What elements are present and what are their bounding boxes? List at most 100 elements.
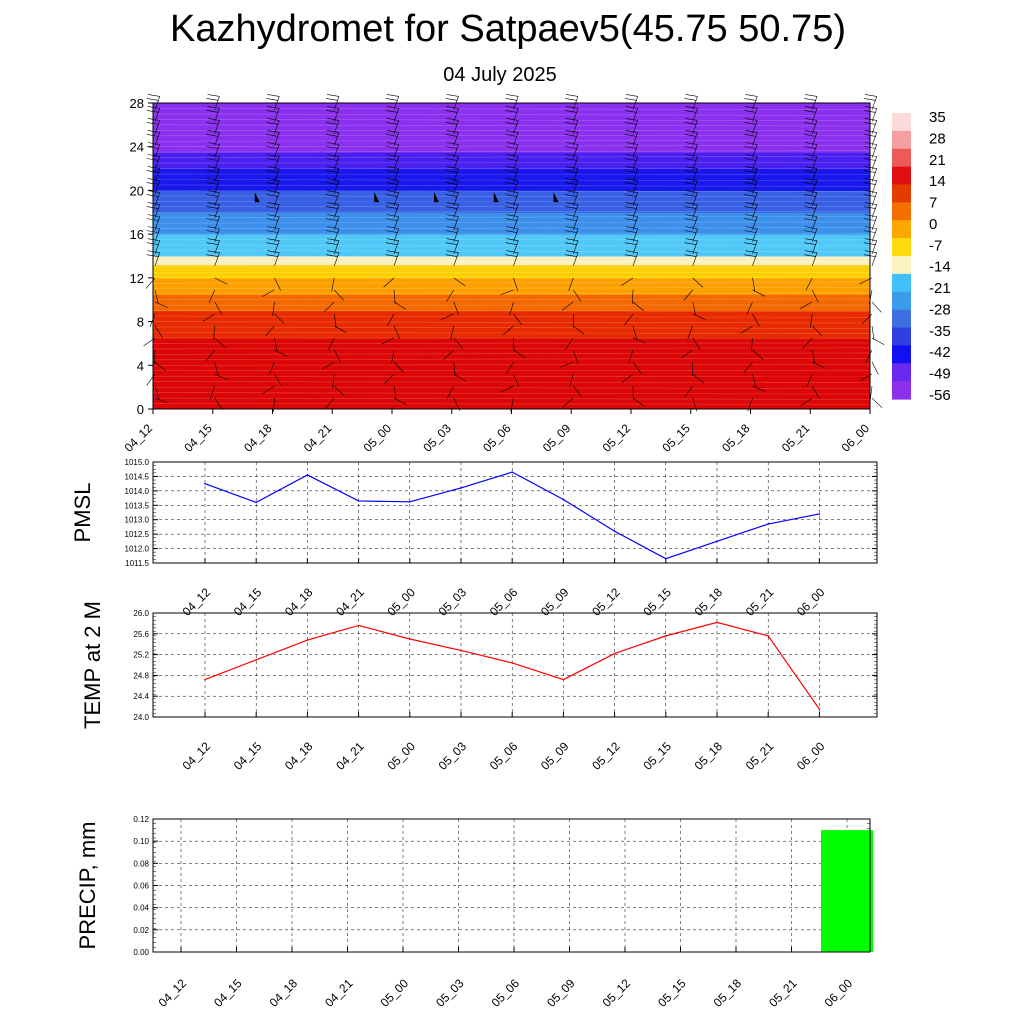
wind-barb [632, 337, 647, 344]
wind-pennant [434, 192, 439, 203]
wind-barb [443, 349, 454, 360]
colorbar-swatch [892, 363, 911, 382]
wind-barb [564, 178, 579, 194]
x-tick-label: 05_06 [489, 976, 523, 1010]
colorbar-swatch [892, 220, 911, 239]
data-point [204, 678, 206, 681]
contour-line [152, 266, 871, 268]
wind-barb [573, 289, 582, 302]
wind-barb [692, 337, 701, 350]
wind-barb [209, 385, 216, 400]
wind-barb [752, 313, 760, 327]
wind-barb [333, 313, 337, 328]
wind-barb [445, 190, 459, 206]
x-tick-label: 05_21 [743, 585, 777, 619]
wind-barb [206, 178, 220, 194]
wind-barb [869, 386, 873, 400]
data-point [562, 678, 565, 681]
wind-barb [744, 178, 758, 194]
wind-barb [206, 226, 220, 242]
x-tick-label: 05_18 [711, 976, 745, 1010]
wind-barb [266, 250, 280, 266]
wind-barb [384, 373, 395, 385]
wind-barb [632, 361, 642, 374]
y-tick-label: 24.0 [133, 713, 149, 722]
wind-barb [266, 190, 280, 206]
wind-barb [624, 202, 639, 218]
data-point [665, 635, 667, 637]
wind-barb [564, 118, 579, 134]
wind-barb [752, 373, 757, 388]
contour-line [152, 315, 871, 318]
colorbar-swatch [892, 291, 911, 311]
contour-line [152, 140, 871, 142]
wind-barb [453, 277, 466, 287]
wind-barb [274, 313, 285, 325]
wind-barb [445, 130, 459, 146]
x-tick-label: 04_18 [282, 585, 316, 619]
wind-barb [684, 202, 698, 218]
temperature-band [153, 294, 870, 312]
x-tick-label: 05_12 [589, 585, 623, 619]
wind-barb [621, 373, 634, 383]
wind-barb [453, 301, 460, 316]
wind-barb [266, 118, 280, 134]
wind-barb [812, 361, 825, 369]
wind-barb [573, 325, 585, 335]
wind-barb [871, 397, 883, 409]
wind-barb [440, 313, 454, 320]
wind-barb [500, 385, 514, 393]
wind-barb [274, 373, 282, 387]
wind-barb [871, 325, 875, 340]
y-tick-label: 24.8 [133, 671, 149, 680]
wind-barb [752, 349, 764, 360]
colorbar-swatch [892, 327, 911, 346]
wind-barb [214, 337, 226, 348]
wind-barb [500, 289, 514, 296]
wind-barb [863, 94, 878, 110]
wind-barb [624, 130, 639, 146]
wind-barb [803, 154, 818, 170]
wind-barb [266, 226, 280, 242]
wind-barb [744, 238, 758, 254]
data-point [818, 708, 821, 710]
contour-line [152, 392, 871, 395]
wind-barb [324, 301, 335, 313]
wind-barb [385, 166, 400, 182]
wind-barb [266, 166, 280, 182]
wind-barb [624, 250, 639, 266]
colorbar-label: 28 [929, 130, 946, 147]
wind-barb [505, 130, 519, 146]
wind-barb [871, 361, 879, 375]
wind-barb [803, 190, 818, 206]
wind-barb [385, 154, 400, 170]
wind-barb [744, 106, 758, 122]
wind-barb [803, 178, 818, 194]
wind-barb [632, 301, 644, 312]
wind-barb [812, 325, 823, 337]
x-tick-label: 05_09 [544, 976, 578, 1010]
wind-barb [445, 250, 459, 266]
wind-barb [393, 325, 400, 339]
wind-barb [513, 349, 526, 359]
wind-barb [744, 118, 758, 134]
wind-barb [684, 118, 698, 134]
x-tick-label: 05_09 [538, 739, 572, 773]
wind-barb [214, 397, 223, 410]
temperature-band [153, 190, 870, 213]
wind-barb [202, 313, 215, 322]
wind-barb [327, 337, 335, 351]
wind-barb [505, 250, 519, 266]
data-point [613, 652, 616, 655]
wind-barb [744, 166, 758, 182]
wind-barb [513, 373, 520, 388]
wind-barb [445, 238, 459, 254]
colorbar-swatch [892, 184, 911, 203]
wind-barb [446, 385, 455, 399]
wind-barb [325, 226, 340, 242]
wind-pennant [254, 192, 260, 203]
wind-barb [805, 277, 813, 291]
colorbar-swatch [892, 381, 911, 400]
wind-barb [325, 130, 340, 146]
x-tick-label: 04_12 [156, 976, 190, 1010]
